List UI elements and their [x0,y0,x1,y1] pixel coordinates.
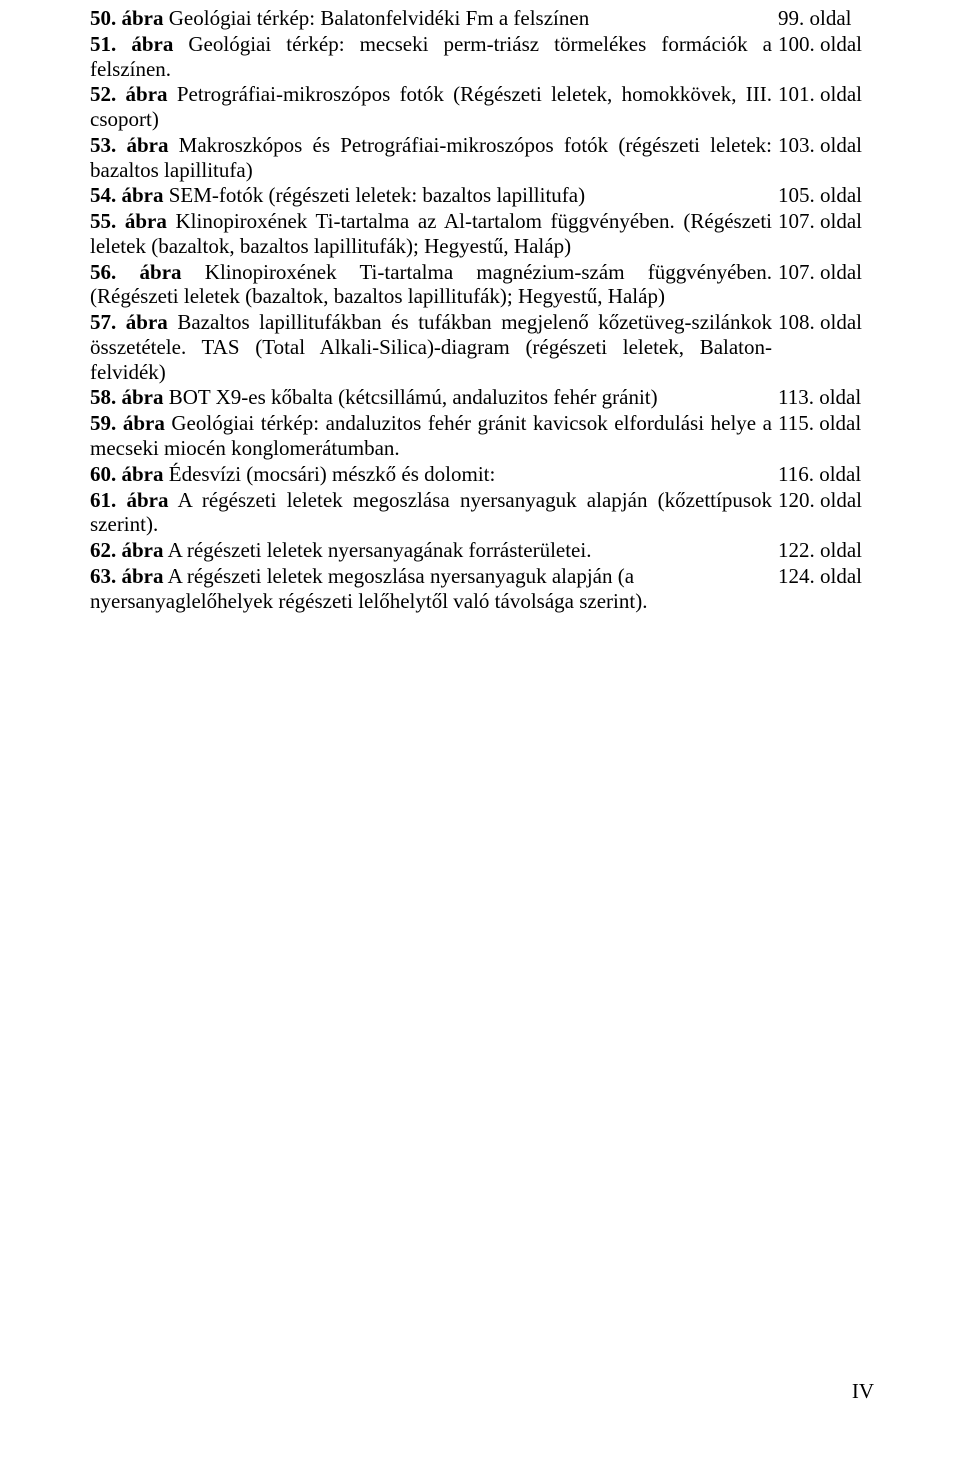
figure-text: A régészeti leletek megoszlása nyersanya… [90,564,647,613]
figure-page: 124. oldal [772,564,874,614]
figure-description: 55. ábra Klinopiroxének Ti-tartalma az A… [90,209,772,259]
figure-label: ábra [122,6,164,30]
figure-text: A régészeti leletek megoszlása nyersanya… [90,488,772,537]
figure-text: Édesvízi (mocsári) mészkő és dolomit: [164,462,496,486]
figure-number: 53. [90,133,116,157]
figure-description: 51. ábra Geológiai térkép: mecseki perm-… [90,32,772,82]
figure-text: Klinopiroxének Ti-tartalma az Al-tartalo… [90,209,772,258]
figure-label: ábra [140,260,182,284]
figure-page: 122. oldal [772,538,874,563]
figure-text: Geológiai térkép: mecseki perm-triász tö… [90,32,772,81]
figure-page: 100. oldal [772,32,874,82]
figure-number: 55. [90,209,116,233]
figure-description: 60. ábra Édesvízi (mocsári) mészkő és do… [90,462,772,487]
figure-number: 57. [90,310,116,334]
figure-number: 62. [90,538,116,562]
figure-label: ábra [131,32,173,56]
figure-entry: 62. ábra A régészeti leletek nyersanyagá… [90,538,874,563]
page-number: IV [852,1379,874,1404]
figure-page: 115. oldal [772,411,874,461]
figure-description: 58. ábra BOT X9-es kőbalta (kétcsillámú,… [90,385,772,410]
figure-description: 63. ábra A régészeti leletek megoszlása … [90,564,772,614]
figure-entry: 53. ábra Makroszkópos és Petrográfiai-mi… [90,133,874,183]
figure-page: 107. oldal [772,260,874,310]
figure-text: BOT X9-es kőbalta (kétcsillámú, andaluzi… [164,385,658,409]
figure-text: Geológiai térkép: andaluzitos fehér grán… [90,411,772,460]
figure-description: 62. ábra A régészeti leletek nyersanyagá… [90,538,772,563]
figure-entry: 63. ábra A régészeti leletek megoszlása … [90,564,874,614]
figure-description: 57. ábra Bazaltos lapillitufákban és tuf… [90,310,772,384]
figure-entry: 56. ábra Klinopiroxének Ti-tartalma magn… [90,260,874,310]
figure-label: ábra [122,183,164,207]
figure-text: Makroszkópos és Petrográfiai-mikroszópos… [90,133,772,182]
figure-number: 63. [90,564,116,588]
figure-entry: 59. ábra Geológiai térkép: andaluzitos f… [90,411,874,461]
figure-page: 120. oldal [772,488,874,538]
figure-number: 52. [90,82,116,106]
figure-entry: 54. ábra SEM-fotók (régészeti leletek: b… [90,183,874,208]
figure-number: 60. [90,462,116,486]
figure-description: 54. ábra SEM-fotók (régészeti leletek: b… [90,183,772,208]
figure-page: 107. oldal [772,209,874,259]
figure-entry: 58. ábra BOT X9-es kőbalta (kétcsillámú,… [90,385,874,410]
figure-description: 59. ábra Geológiai térkép: andaluzitos f… [90,411,772,461]
figure-entry: 50. ábra Geológiai térkép: Balatonfelvid… [90,6,874,31]
figure-number: 56. [90,260,116,284]
figure-page: 113. oldal [772,385,874,410]
figure-number: 61. [90,488,116,512]
figure-label: ábra [125,209,167,233]
figure-description: 61. ábra A régészeti leletek megoszlása … [90,488,772,538]
figure-entry: 61. ábra A régészeti leletek megoszlása … [90,488,874,538]
figure-entry: 55. ábra Klinopiroxének Ti-tartalma az A… [90,209,874,259]
figure-label: ábra [122,564,164,588]
figure-text: Geológiai térkép: Balatonfelvidéki Fm a … [164,6,590,30]
figure-text: Klinopiroxének Ti-tartalma magnézium-szá… [90,260,772,309]
figure-label: ábra [126,310,168,334]
figure-page: 108. oldal [772,310,874,384]
figure-label: ábra [122,385,164,409]
figure-label: ábra [122,538,164,562]
figure-page: 101. oldal [772,82,874,132]
figure-number: 58. [90,385,116,409]
figure-label: ábra [126,133,168,157]
figure-description: 52. ábra Petrográfiai-mikroszópos fotók … [90,82,772,132]
figure-number: 50. [90,6,116,30]
figure-entry: 51. ábra Geológiai térkép: mecseki perm-… [90,32,874,82]
document-page: 50. ábra Geológiai térkép: Balatonfelvid… [0,0,960,613]
figure-page: 116. oldal [772,462,874,487]
figure-label: ábra [123,411,165,435]
figure-page: 99. oldal [772,6,874,31]
figure-description: 53. ábra Makroszkópos és Petrográfiai-mi… [90,133,772,183]
figure-description: 56. ábra Klinopiroxének Ti-tartalma magn… [90,260,772,310]
figure-text: A régészeti leletek nyersanyagának forrá… [164,538,592,562]
figure-entry: 57. ábra Bazaltos lapillitufákban és tuf… [90,310,874,384]
figure-text: Bazaltos lapillitufákban és tufákban meg… [90,310,772,384]
figure-entry: 52. ábra Petrográfiai-mikroszópos fotók … [90,82,874,132]
figure-entry: 60. ábra Édesvízi (mocsári) mészkő és do… [90,462,874,487]
figure-number: 51. [90,32,116,56]
figure-list: 50. ábra Geológiai térkép: Balatonfelvid… [90,6,874,613]
figure-label: ábra [122,462,164,486]
figure-label: ábra [126,82,168,106]
figure-text: SEM-fotók (régészeti leletek: bazaltos l… [164,183,586,207]
figure-description: 50. ábra Geológiai térkép: Balatonfelvid… [90,6,772,31]
figure-page: 103. oldal [772,133,874,183]
figure-text: Petrográfiai-mikroszópos fotók (Régészet… [90,82,772,131]
figure-number: 54. [90,183,116,207]
figure-page: 105. oldal [772,183,874,208]
figure-number: 59. [90,411,116,435]
figure-label: ábra [127,488,169,512]
